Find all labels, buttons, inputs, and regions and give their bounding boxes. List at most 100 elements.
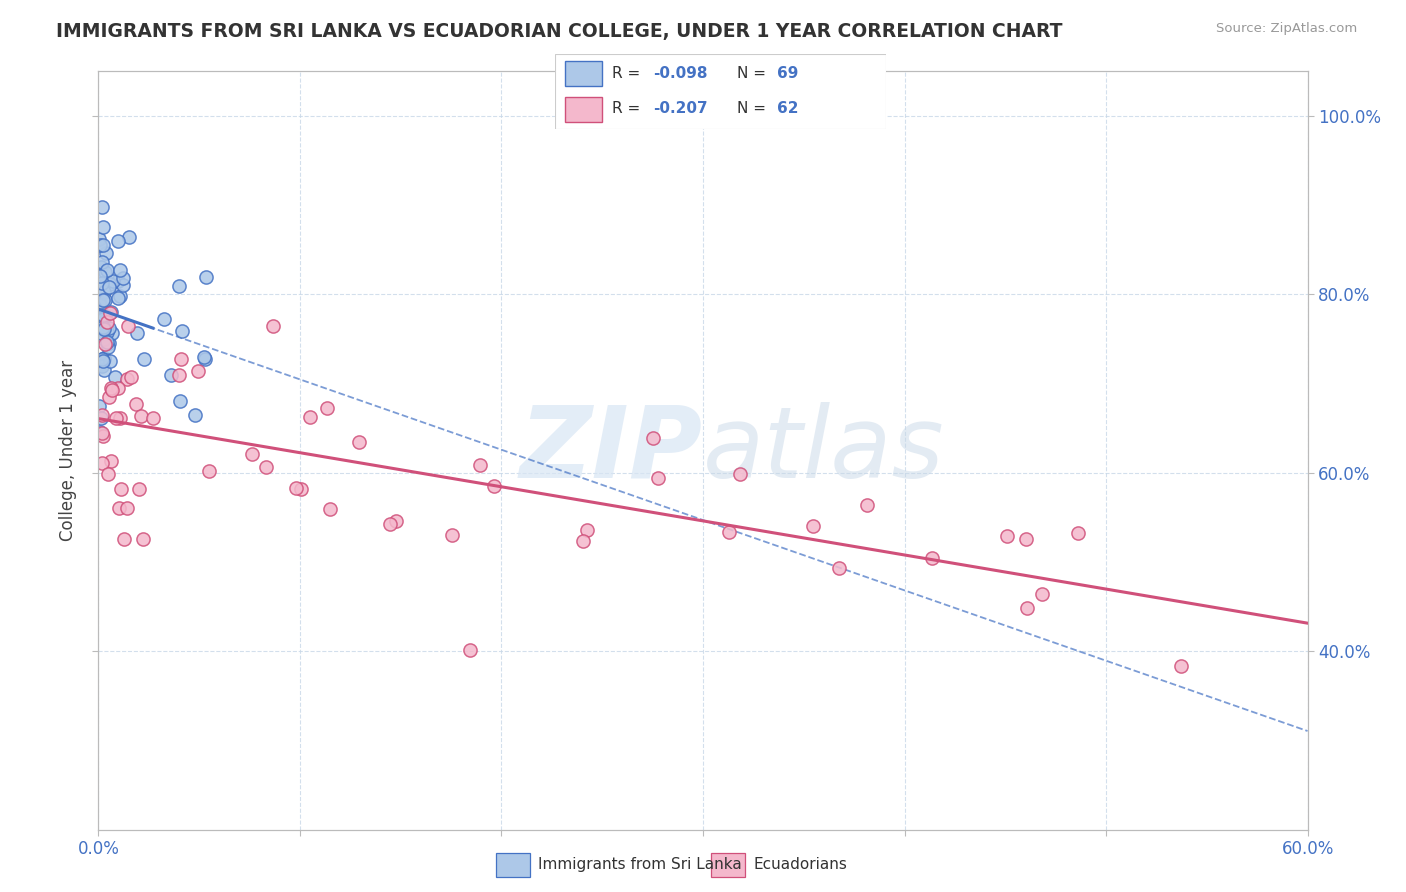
Point bbox=[105, 411, 128, 425]
Point bbox=[107, 291, 129, 305]
Point bbox=[90, 357, 112, 371]
Point bbox=[91, 426, 114, 441]
Point bbox=[468, 458, 491, 472]
Point bbox=[111, 278, 134, 293]
Point bbox=[89, 280, 111, 294]
Point bbox=[385, 514, 408, 528]
Point bbox=[90, 276, 112, 290]
Point bbox=[108, 263, 131, 277]
Point bbox=[142, 411, 165, 425]
Point bbox=[100, 383, 122, 397]
Point bbox=[856, 499, 879, 513]
Point bbox=[159, 368, 181, 382]
Point bbox=[96, 467, 118, 481]
Point bbox=[647, 470, 669, 484]
Point bbox=[100, 326, 122, 340]
Point bbox=[117, 318, 139, 333]
Point bbox=[347, 435, 370, 450]
Point bbox=[100, 305, 122, 319]
Point bbox=[315, 401, 337, 416]
Text: N =: N = bbox=[737, 66, 770, 81]
Point bbox=[120, 369, 142, 384]
Point bbox=[90, 311, 112, 326]
Point bbox=[921, 550, 943, 565]
Point bbox=[98, 306, 121, 320]
Text: ZIP: ZIP bbox=[520, 402, 703, 499]
Point bbox=[378, 517, 401, 532]
Text: -0.207: -0.207 bbox=[652, 102, 707, 116]
Point bbox=[194, 351, 217, 366]
Point bbox=[96, 335, 118, 350]
Point bbox=[193, 350, 215, 364]
Text: 69: 69 bbox=[776, 66, 799, 81]
Point bbox=[132, 532, 155, 546]
Point bbox=[97, 321, 120, 335]
Point bbox=[112, 271, 135, 285]
Point bbox=[169, 352, 191, 367]
Point bbox=[91, 200, 114, 214]
Point bbox=[170, 324, 193, 338]
Point bbox=[107, 274, 129, 288]
Point bbox=[93, 309, 115, 323]
Point bbox=[153, 311, 176, 326]
Text: IMMIGRANTS FROM SRI LANKA VS ECUADORIAN COLLEGE, UNDER 1 YEAR CORRELATION CHART: IMMIGRANTS FROM SRI LANKA VS ECUADORIAN … bbox=[56, 22, 1063, 41]
Point bbox=[575, 523, 598, 537]
Point bbox=[96, 325, 118, 339]
Point bbox=[284, 481, 307, 495]
Point bbox=[89, 294, 111, 309]
Point bbox=[641, 431, 664, 445]
Point bbox=[1031, 587, 1053, 601]
Point bbox=[117, 372, 139, 386]
Point bbox=[718, 525, 741, 540]
Point bbox=[90, 411, 112, 425]
Text: 62: 62 bbox=[776, 102, 799, 116]
Point bbox=[93, 337, 115, 351]
Point bbox=[101, 274, 124, 288]
Point bbox=[828, 561, 851, 575]
Point bbox=[801, 518, 824, 533]
Point bbox=[98, 280, 121, 294]
Text: R =: R = bbox=[612, 66, 645, 81]
FancyBboxPatch shape bbox=[565, 96, 602, 122]
Point bbox=[94, 293, 117, 308]
Point bbox=[91, 359, 114, 374]
Point bbox=[100, 453, 122, 467]
Point bbox=[89, 298, 111, 312]
Text: N =: N = bbox=[737, 102, 770, 116]
Point bbox=[89, 232, 111, 246]
Point bbox=[197, 464, 219, 478]
Point bbox=[98, 390, 121, 404]
Point bbox=[1170, 659, 1192, 673]
Text: atlas: atlas bbox=[703, 402, 945, 499]
Point bbox=[90, 326, 112, 341]
Point bbox=[125, 397, 148, 411]
Point bbox=[458, 643, 481, 657]
Point bbox=[93, 322, 115, 336]
Point bbox=[91, 293, 114, 307]
Point bbox=[93, 320, 115, 334]
Point bbox=[96, 315, 118, 329]
Point bbox=[110, 482, 132, 496]
Point bbox=[482, 479, 505, 493]
Point bbox=[90, 260, 112, 275]
Point bbox=[98, 354, 121, 368]
Text: -0.098: -0.098 bbox=[652, 66, 707, 81]
FancyBboxPatch shape bbox=[711, 853, 745, 877]
Point bbox=[128, 483, 150, 497]
Point bbox=[93, 312, 115, 326]
Point bbox=[98, 277, 121, 291]
Point bbox=[93, 363, 115, 377]
Point bbox=[93, 285, 115, 300]
Point bbox=[107, 380, 129, 394]
Text: Source: ZipAtlas.com: Source: ZipAtlas.com bbox=[1216, 22, 1357, 36]
Point bbox=[91, 219, 114, 234]
Point bbox=[299, 410, 322, 425]
Point bbox=[572, 534, 595, 549]
Point bbox=[93, 332, 115, 346]
Point bbox=[108, 500, 131, 515]
Point bbox=[440, 528, 463, 542]
Point bbox=[93, 351, 115, 365]
Point bbox=[97, 336, 120, 351]
Point bbox=[91, 320, 114, 334]
Point bbox=[995, 529, 1018, 543]
